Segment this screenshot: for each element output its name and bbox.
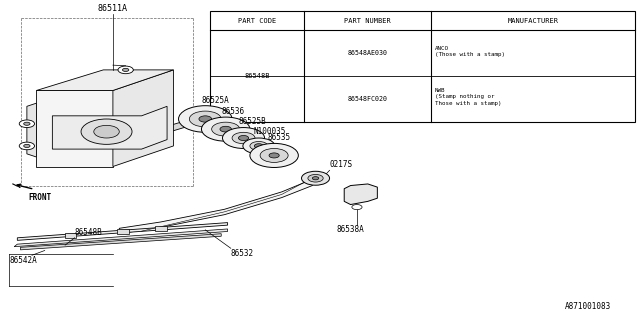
Circle shape — [220, 126, 232, 132]
Circle shape — [94, 125, 119, 138]
Circle shape — [19, 120, 35, 128]
Circle shape — [312, 177, 319, 180]
Polygon shape — [20, 234, 221, 250]
Circle shape — [301, 171, 330, 185]
Circle shape — [118, 66, 133, 74]
Circle shape — [212, 122, 240, 136]
Text: 86511A: 86511A — [98, 4, 128, 13]
Circle shape — [81, 119, 132, 144]
Text: 86525A: 86525A — [202, 96, 229, 105]
Text: 86542A: 86542A — [9, 256, 36, 265]
Circle shape — [239, 135, 248, 140]
Circle shape — [223, 128, 264, 148]
Text: PART NUMBER: PART NUMBER — [344, 18, 391, 24]
Circle shape — [250, 143, 298, 167]
Bar — [156, 226, 166, 231]
Circle shape — [24, 122, 30, 125]
Text: 86535: 86535 — [268, 133, 291, 142]
Text: 86525B: 86525B — [239, 117, 266, 126]
Circle shape — [199, 116, 212, 122]
Circle shape — [250, 141, 268, 150]
Text: 86548AE030: 86548AE030 — [348, 50, 388, 56]
Circle shape — [243, 138, 275, 154]
Text: 86548FC020: 86548FC020 — [348, 96, 388, 102]
Text: 0217S: 0217S — [330, 160, 353, 169]
Polygon shape — [14, 229, 228, 247]
Polygon shape — [344, 184, 378, 204]
Text: ANCO
(Those with a stamp): ANCO (Those with a stamp) — [435, 46, 504, 57]
Text: N100035: N100035 — [253, 127, 285, 136]
Polygon shape — [27, 103, 36, 157]
Bar — [211, 11, 636, 122]
Polygon shape — [119, 179, 312, 234]
Circle shape — [232, 132, 255, 144]
Polygon shape — [17, 223, 228, 240]
Text: 86538A: 86538A — [337, 225, 364, 234]
Circle shape — [254, 144, 263, 148]
Circle shape — [202, 117, 250, 141]
Polygon shape — [52, 106, 167, 149]
Circle shape — [308, 174, 323, 182]
Circle shape — [24, 144, 30, 148]
Polygon shape — [157, 120, 189, 135]
Polygon shape — [36, 70, 173, 91]
Circle shape — [352, 204, 362, 210]
Circle shape — [260, 148, 288, 163]
Circle shape — [189, 111, 221, 127]
Circle shape — [269, 153, 279, 158]
Circle shape — [179, 106, 232, 132]
Bar — [117, 229, 129, 234]
Text: FRONT: FRONT — [28, 193, 51, 202]
Text: 86548B: 86548B — [244, 73, 270, 79]
Text: MANUFACTURER: MANUFACTURER — [508, 18, 559, 24]
Text: 86536: 86536 — [221, 107, 244, 116]
Text: 86548B: 86548B — [75, 228, 102, 237]
Text: NWB
(Stamp nothing or
Those with a stamp): NWB (Stamp nothing or Those with a stamp… — [435, 88, 501, 106]
Text: 86532: 86532 — [231, 249, 254, 258]
Circle shape — [19, 142, 35, 150]
Bar — [65, 233, 76, 238]
Circle shape — [122, 68, 129, 71]
Text: PART CODE: PART CODE — [238, 18, 276, 24]
Polygon shape — [36, 91, 113, 166]
Text: A871001083: A871001083 — [564, 302, 611, 311]
Polygon shape — [113, 70, 173, 166]
